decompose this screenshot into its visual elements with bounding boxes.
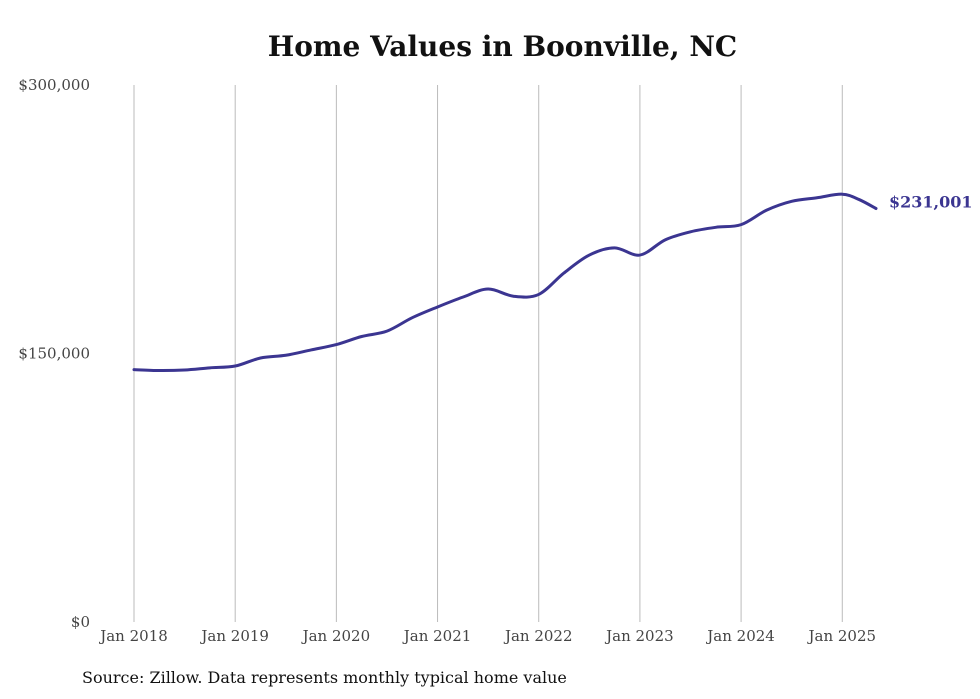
x-tick-label: Jan 2022	[503, 627, 573, 645]
y-axis-tick-labels: $0 $150,000 $300,000	[18, 76, 90, 631]
y-tick-label: $0	[71, 613, 90, 631]
x-tick-label: Jan 2020	[301, 627, 371, 645]
x-tick-label: Jan 2018	[98, 627, 168, 645]
x-axis-tick-labels: Jan 2018 Jan 2019 Jan 2020 Jan 2021 Jan 2022…	[98, 627, 876, 645]
source-note: Source: Zillow. Data represents monthly …	[82, 668, 567, 687]
x-tick-label: Jan 2025	[806, 627, 876, 645]
chart-title: Home Values in Boonville, NC	[267, 30, 738, 63]
y-tick-label: $300,000	[18, 76, 90, 94]
grid-lines	[133, 85, 843, 622]
end-value-label: $231,001	[889, 193, 973, 212]
x-tick-label: Jan 2019	[199, 627, 269, 645]
x-tick-label: Jan 2024	[705, 627, 775, 645]
x-tick-label: Jan 2023	[604, 627, 674, 645]
series-line	[132, 192, 878, 373]
x-tick-label: Jan 2021	[402, 627, 472, 645]
y-tick-label: $150,000	[18, 345, 90, 363]
series-layer	[132, 192, 878, 373]
